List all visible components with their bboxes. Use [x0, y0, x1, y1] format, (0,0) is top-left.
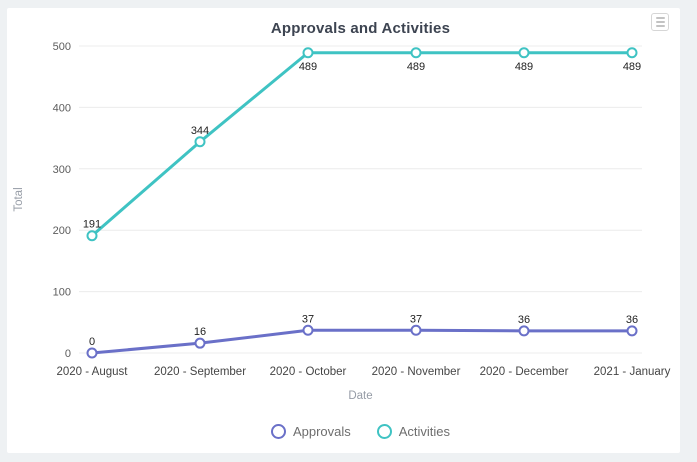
- data-point-marker: [410, 47, 422, 59]
- data-point-marker: [302, 324, 314, 336]
- data-point-marker: [626, 47, 638, 59]
- chart-title: Approvals and Activities: [270, 20, 451, 37]
- x-category-label: 2021 - January: [594, 366, 671, 378]
- y-axis-title: Total: [13, 187, 25, 211]
- data-point-label: 0: [89, 336, 95, 348]
- data-point-label: 489: [623, 61, 641, 73]
- y-tick-label: 100: [53, 287, 71, 299]
- chart-menu-button[interactable]: [651, 13, 669, 31]
- x-category-label: 2020 - December: [480, 366, 569, 378]
- series-line-approvals: [90, 328, 634, 355]
- approvals-series-icon: [270, 424, 286, 439]
- data-point-marker: [194, 337, 206, 349]
- data-point-marker: [302, 47, 314, 59]
- y-tick-label: 0: [65, 348, 71, 360]
- x-category-label: 2020 - August: [57, 366, 129, 378]
- x-category-label: 2020 - September: [154, 366, 246, 378]
- data-point-label: 489: [407, 61, 425, 73]
- y-tick-label: 300: [53, 164, 71, 176]
- data-point-label: 36: [626, 314, 638, 326]
- chart-card: Approvals and Activities 0 100 200 300 400 50…: [7, 8, 680, 453]
- y-tick-label: 400: [53, 102, 71, 114]
- x-category-label: 2020 - October: [270, 366, 347, 378]
- data-point-label: 344: [191, 125, 209, 137]
- series-line-activities: [90, 51, 634, 238]
- x-category-label: 2020 - November: [372, 366, 461, 378]
- data-point-marker: [626, 325, 638, 337]
- data-point-marker: [86, 347, 98, 359]
- legend-label-activities: Activities: [398, 424, 451, 439]
- y-tick-label: 200: [53, 225, 71, 237]
- data-point-label: 36: [518, 314, 530, 326]
- activities-series-icon: [376, 424, 392, 439]
- data-point-marker: [194, 136, 206, 148]
- data-point-label: 16: [194, 326, 206, 338]
- data-point-marker: [410, 324, 422, 336]
- data-point-marker: [86, 230, 98, 242]
- data-point-marker: [518, 325, 530, 337]
- y-tick-label: 500: [53, 41, 71, 53]
- data-point-label: 191: [83, 219, 101, 231]
- legend-item-activities[interactable]: Activities: [376, 424, 451, 439]
- data-point-marker: [518, 47, 530, 59]
- chart-legend: Approvals Activities: [79, 424, 642, 439]
- line-chart-plot: 0 100 200 300 400 500 2020 - August 2020 - Sept…: [13, 41, 671, 402]
- data-point-label: 37: [302, 313, 314, 325]
- data-point-label: 37: [410, 313, 422, 325]
- x-axis-title: Date: [348, 390, 372, 402]
- data-point-label: 489: [299, 61, 317, 73]
- hamburger-menu-icon: [655, 17, 665, 27]
- legend-label-approvals: Approvals: [292, 424, 351, 439]
- legend-item-approvals[interactable]: Approvals: [270, 424, 351, 439]
- data-point-label: 489: [515, 61, 533, 73]
